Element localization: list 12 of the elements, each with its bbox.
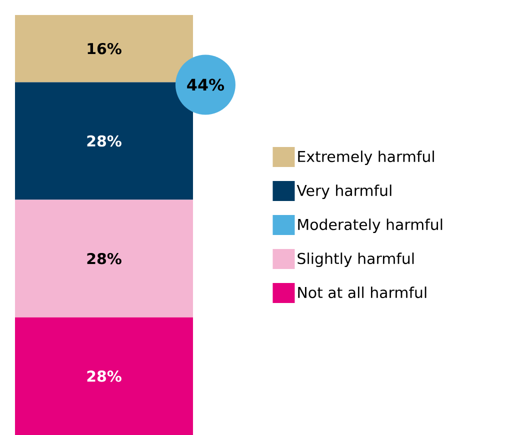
legend-label: Slightly harmful [298,252,414,268]
data-label: 16% [88,42,122,54]
legend-label: Not at all harmful [298,286,426,298]
bar [15,200,193,318]
data-label: 28% [87,370,122,382]
bar [15,317,193,435]
data-label: 28% [87,252,122,264]
annotation: 44% [187,78,224,91]
legend-label: Moderately harmful [298,218,442,234]
data-label: 28% [87,135,122,147]
legend-label: Extremely harmful [298,150,434,166]
legend-label: Very harmful [296,184,392,200]
